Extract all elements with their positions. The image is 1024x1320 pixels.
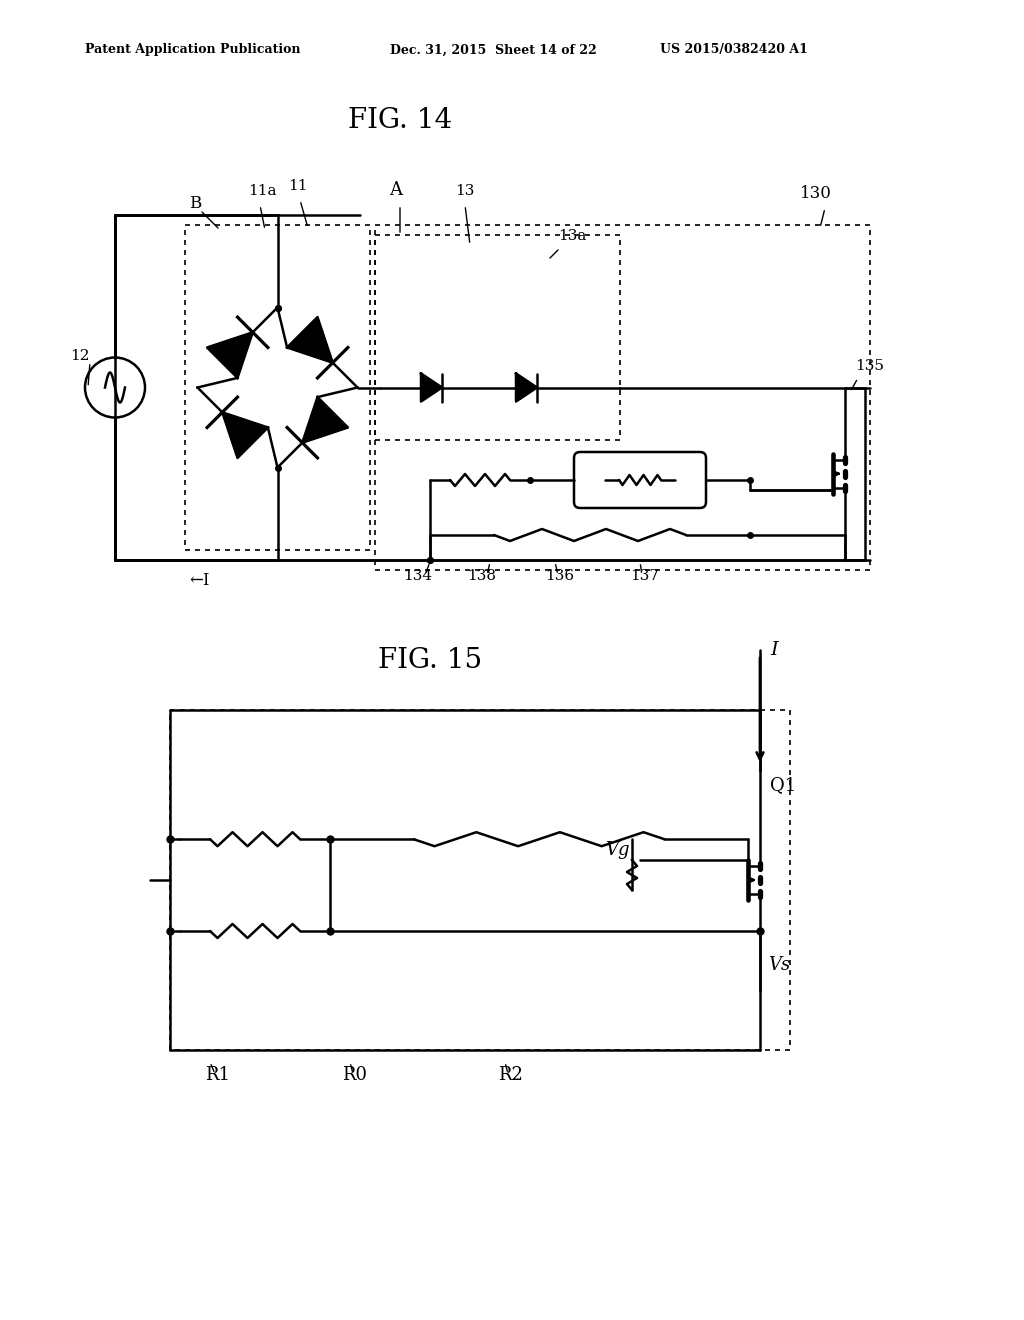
Polygon shape (207, 333, 253, 378)
Text: 12: 12 (71, 348, 90, 363)
Text: 137: 137 (631, 569, 659, 583)
Text: 135: 135 (855, 359, 884, 374)
Text: B: B (188, 195, 201, 213)
Text: 11a: 11a (248, 183, 276, 198)
Bar (375, 235, 620, 440)
Bar (185, 224, 370, 550)
Polygon shape (287, 317, 333, 363)
Polygon shape (516, 374, 537, 401)
Text: A: A (389, 181, 402, 199)
Text: R2: R2 (498, 1067, 522, 1084)
Text: R0: R0 (342, 1067, 368, 1084)
Text: 13a: 13a (558, 228, 587, 243)
Text: 134: 134 (403, 569, 432, 583)
Text: 130: 130 (800, 185, 831, 202)
Text: 11: 11 (288, 180, 307, 193)
Text: Patent Application Publication: Patent Application Publication (85, 44, 300, 57)
Polygon shape (222, 412, 268, 458)
Text: 138: 138 (468, 569, 497, 583)
Polygon shape (302, 397, 348, 442)
Polygon shape (421, 374, 442, 401)
Text: Dec. 31, 2015  Sheet 14 of 22: Dec. 31, 2015 Sheet 14 of 22 (390, 44, 597, 57)
Text: Q1: Q1 (770, 776, 797, 795)
Text: R1: R1 (206, 1067, 230, 1084)
Text: 136: 136 (546, 569, 574, 583)
Text: I: I (770, 642, 778, 659)
Text: 13: 13 (456, 183, 475, 198)
Text: Vg: Vg (605, 841, 630, 859)
Text: Vs: Vs (768, 956, 791, 974)
Text: US 2015/0382420 A1: US 2015/0382420 A1 (660, 44, 808, 57)
Text: FIG. 14: FIG. 14 (348, 107, 452, 133)
Bar (170, 710, 790, 1049)
Bar (375, 224, 870, 570)
Text: ←I: ←I (189, 572, 210, 589)
Text: FIG. 15: FIG. 15 (378, 647, 482, 673)
